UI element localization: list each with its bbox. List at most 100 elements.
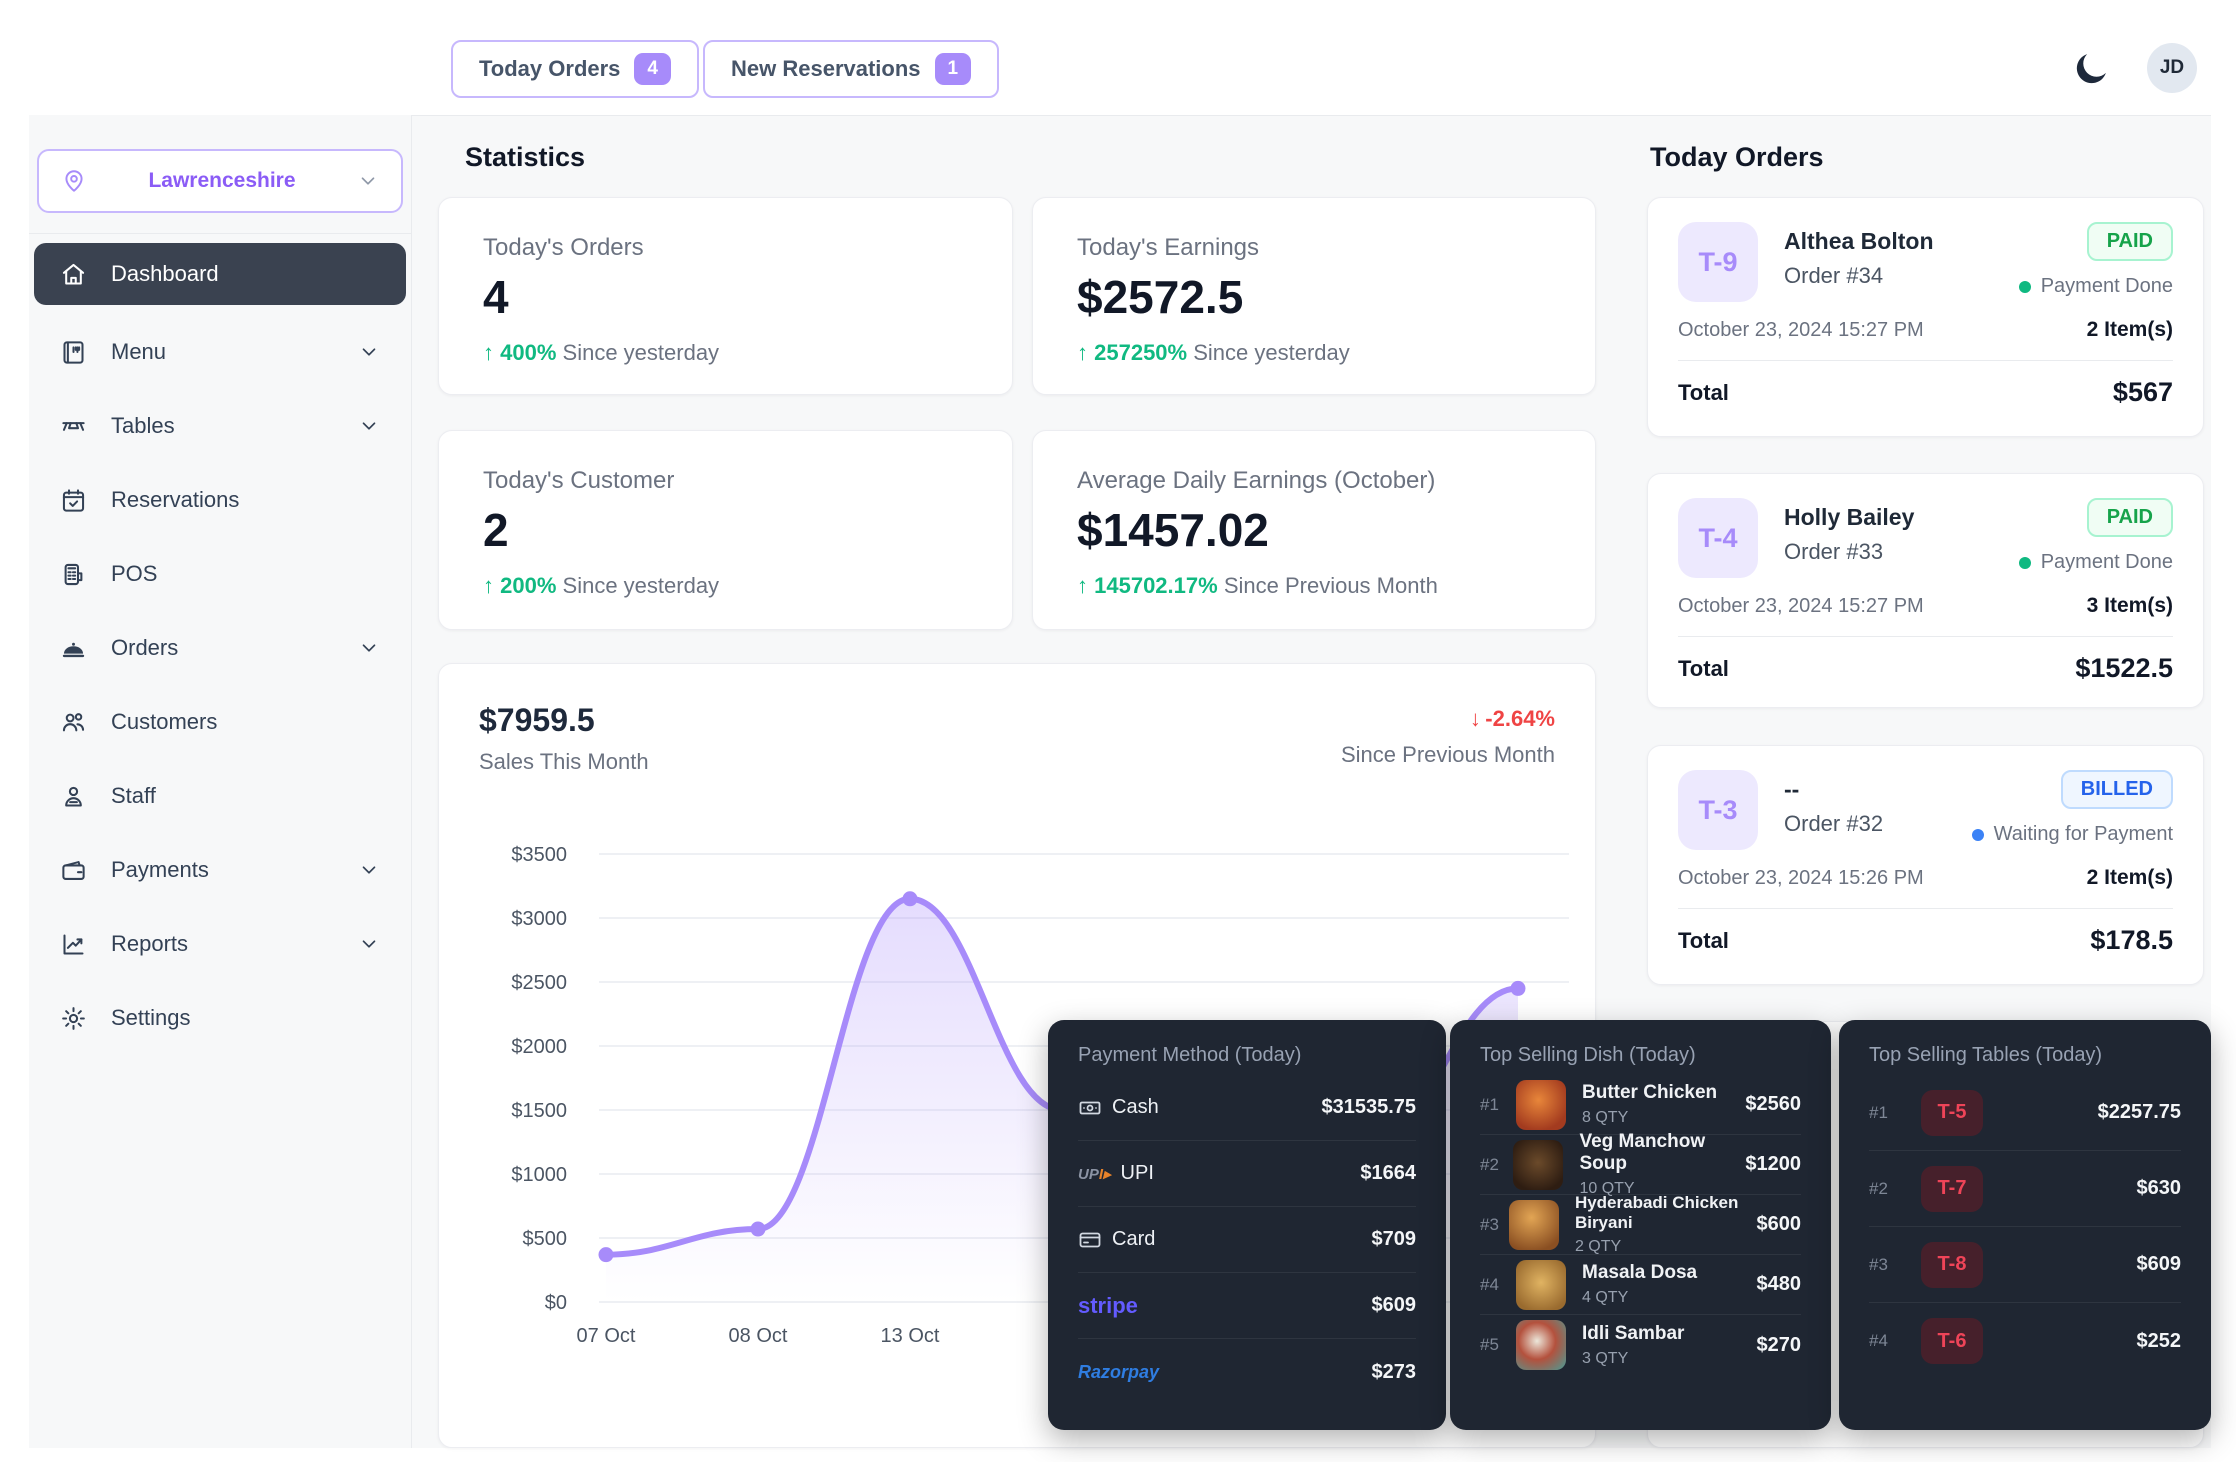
location-selector[interactable]: Lawrenceshire: [37, 149, 403, 213]
status-note: Payment Done: [2040, 275, 2173, 297]
rank-label: #3: [1480, 1214, 1499, 1234]
today-orders-count-badge: 4: [634, 53, 671, 85]
svg-text:$1000: $1000: [511, 1164, 567, 1186]
customer-name: --: [1784, 776, 1800, 802]
dark-mode-toggle[interactable]: [2070, 48, 2112, 90]
status-dot: [2018, 556, 2031, 569]
table-value: $609: [2136, 1253, 2182, 1275]
rank-label: #1: [1480, 1094, 1499, 1114]
svg-text:$3500: $3500: [511, 844, 567, 866]
order-card[interactable]: T-3 -- Order #32 BILLED Waiting for Paym…: [1647, 745, 2204, 985]
order-datetime: October 23, 2024 15:27 PM: [1678, 318, 1924, 341]
svg-text:08 Oct: 08 Oct: [729, 1325, 788, 1347]
total-value: $1522.5: [2075, 653, 2173, 683]
payment-row: stripe $609: [1078, 1273, 1416, 1339]
sidebar-item-label: Tables: [111, 413, 175, 438]
top-selling-tables-panel: Top Selling Tables (Today) #1 T-5 $2257.…: [1839, 1020, 2211, 1430]
sidebar-item-settings[interactable]: Settings: [34, 981, 406, 1055]
table-badge: T-3: [1678, 770, 1758, 850]
dish-row: #2 Veg Manchow Soup 10 QTY $1200: [1480, 1131, 1801, 1197]
rank-label: #3: [1869, 1254, 1888, 1274]
stat-label: Today's Customer: [483, 467, 675, 494]
dish-image: [1516, 1259, 1566, 1310]
sidebar-item-customers[interactable]: Customers: [34, 685, 406, 759]
rank-label: #2: [1480, 1154, 1499, 1174]
table-badge: T-8: [1921, 1241, 1983, 1288]
svg-text:$3000: $3000: [511, 908, 567, 930]
payment-label: Cash: [1112, 1096, 1159, 1118]
payment-row: UPI▸ UPI $1664: [1078, 1141, 1416, 1207]
sidebar-item-reports[interactable]: Reports: [34, 907, 406, 981]
dish-row: #1 Butter Chicken 8 QTY $2560: [1480, 1075, 1801, 1135]
sidebar-item-label: Customers: [111, 709, 218, 734]
order-card[interactable]: T-4 Holly Bailey Order #33 PAID Payment …: [1647, 473, 2204, 708]
payment-value: $609: [1371, 1294, 1417, 1316]
cash-icon: [1079, 1101, 1101, 1114]
sidebar-item-payments[interactable]: Payments: [34, 833, 406, 907]
down-arrow-icon: ↓: [1469, 706, 1481, 731]
dish-qty: 3 QTY: [1582, 1349, 1629, 1367]
razorpay-logo: Razorpay: [1078, 1361, 1160, 1382]
gear-icon: [62, 1006, 85, 1030]
sidebar-item-staff[interactable]: Staff: [34, 759, 406, 833]
panel-heading: Top Selling Dish (Today): [1480, 1044, 1696, 1066]
stat-value: 2: [483, 504, 509, 556]
sidebar-item-tables[interactable]: Tables: [34, 389, 406, 463]
new-reservations-button[interactable]: New Reservations 1: [703, 40, 1000, 98]
rank-label: #2: [1869, 1178, 1888, 1198]
sidebar-item-menu[interactable]: Menu: [34, 315, 406, 389]
stat-delta: ↑ 200% Since yesterday: [483, 573, 968, 599]
chevron-down-icon: [362, 644, 376, 652]
dish-row: #3 Hyderabadi Chicken Biryani 2 QTY $600: [1480, 1193, 1801, 1255]
stripe-logo: stripe: [1078, 1292, 1138, 1318]
status-note: Waiting for Payment: [1993, 823, 2173, 845]
table-value: $630: [2136, 1177, 2182, 1199]
dish-name: Veg Manchow Soup: [1579, 1131, 1706, 1174]
avatar[interactable]: JD: [2147, 43, 2197, 93]
table-icon: [62, 421, 85, 431]
stat-value: 4: [483, 271, 509, 323]
dish-value: $2560: [1745, 1093, 1801, 1115]
today-orders-button[interactable]: Today Orders 4: [451, 40, 699, 98]
order-items-count: 2 Item(s): [2086, 318, 2173, 341]
stat-card-todays-orders: Today's Orders 4 ↑ 400% Since yesterday: [438, 197, 1013, 395]
table-badge: T-4: [1678, 498, 1758, 578]
sidebar-item-label: Settings: [111, 1005, 191, 1030]
order-card[interactable]: T-9 Althea Bolton Order #34 PAID Payment…: [1647, 197, 2204, 437]
sales-total: $7959.5: [479, 702, 595, 738]
stat-delta-period: Since yesterday: [562, 340, 720, 365]
calendar-check-icon: [62, 488, 85, 512]
sidebar-item-dashboard[interactable]: Dashboard: [34, 243, 406, 305]
table-rank-row: #1 T-5 $2257.75: [1869, 1075, 2181, 1151]
stat-delta: ↑ 145702.17% Since Previous Month: [1077, 573, 1551, 599]
table-badge: T-7: [1921, 1165, 1983, 1212]
sidebar-item-reservations[interactable]: Reservations: [34, 463, 406, 537]
status-badge: BILLED: [2060, 770, 2173, 809]
location-pin-icon: [65, 170, 83, 192]
total-value: $178.5: [2090, 925, 2173, 955]
order-datetime: October 23, 2024 15:26 PM: [1678, 866, 1924, 889]
order-datetime: October 23, 2024 15:27 PM: [1678, 594, 1924, 617]
table-badge: T-9: [1678, 222, 1758, 302]
total-label: Total: [1678, 655, 1729, 681]
customer-name: Althea Bolton: [1784, 228, 1934, 254]
rank-label: #4: [1869, 1331, 1888, 1350]
sidebar-divider: [29, 233, 411, 234]
dish-value: $1200: [1745, 1153, 1801, 1175]
sidebar-item-label: Menu: [111, 339, 167, 364]
payment-row: Cash $31535.75: [1078, 1075, 1416, 1141]
upi-logo: UPI▸: [1078, 1165, 1111, 1183]
sidebar-item-orders[interactable]: Orders: [34, 611, 406, 685]
rank-label: #4: [1480, 1274, 1499, 1294]
chevron-down-icon: [362, 348, 376, 356]
sidebar-item-pos[interactable]: POS: [34, 537, 406, 611]
chart-delta-period: Since Previous Month: [1341, 742, 1555, 767]
stat-delta: ↑ 400% Since yesterday: [483, 340, 968, 366]
svg-text:$2500: $2500: [511, 972, 567, 994]
avatar-initials: JD: [2159, 57, 2185, 78]
stat-delta-period: Since yesterday: [562, 573, 720, 598]
sidebar-item-label: Orders: [111, 635, 179, 660]
dish-name: Hyderabadi Chicken Biryani: [1574, 1193, 1739, 1232]
svg-text:$0: $0: [545, 1292, 567, 1314]
svg-text:$500: $500: [523, 1228, 568, 1250]
